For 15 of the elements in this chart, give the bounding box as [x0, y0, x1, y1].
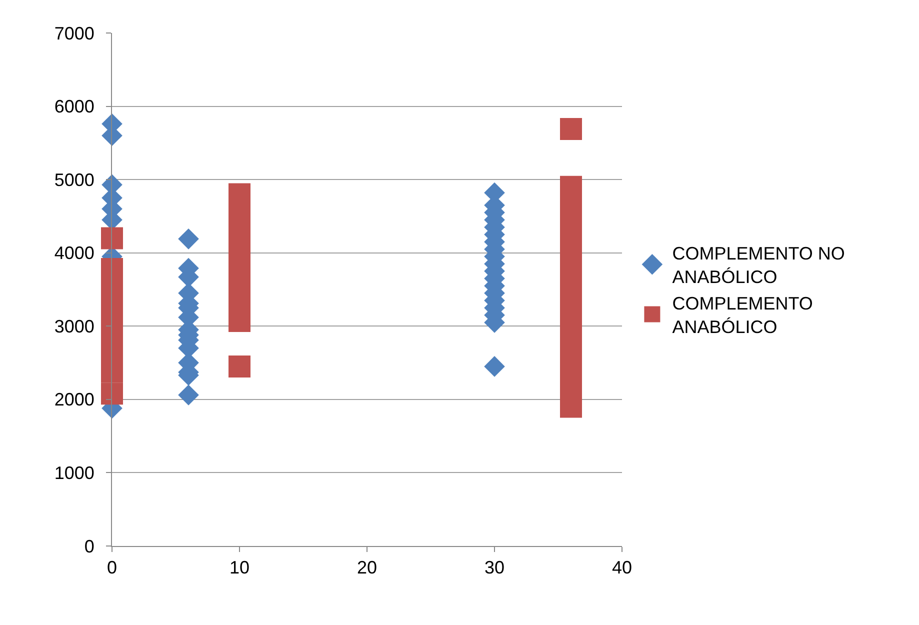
- x-tick-label: 20: [356, 558, 378, 578]
- y-tick-label: 2000: [54, 390, 94, 410]
- y-tick-label: 5000: [54, 170, 94, 190]
- legend-label: COMPLEMENTO ANABÓLICO: [672, 294, 813, 337]
- y-tick-label: 7000: [54, 23, 94, 44]
- y-tick-label: 4000: [54, 243, 94, 264]
- x-tick-label: 40: [612, 558, 632, 578]
- y-tick-label: 6000: [54, 96, 94, 117]
- y-tick-label: 3000: [54, 316, 94, 336]
- x-tick-label: 0: [106, 558, 118, 578]
- x-tick-label: 30: [484, 558, 505, 578]
- y-tick-label: 0: [84, 536, 94, 556]
- x-tick-label: 10: [229, 558, 250, 578]
- y-tick-label: 1000: [54, 463, 94, 484]
- legend-label: COMPLEMENTO NO ANABÓLICO: [672, 244, 845, 288]
